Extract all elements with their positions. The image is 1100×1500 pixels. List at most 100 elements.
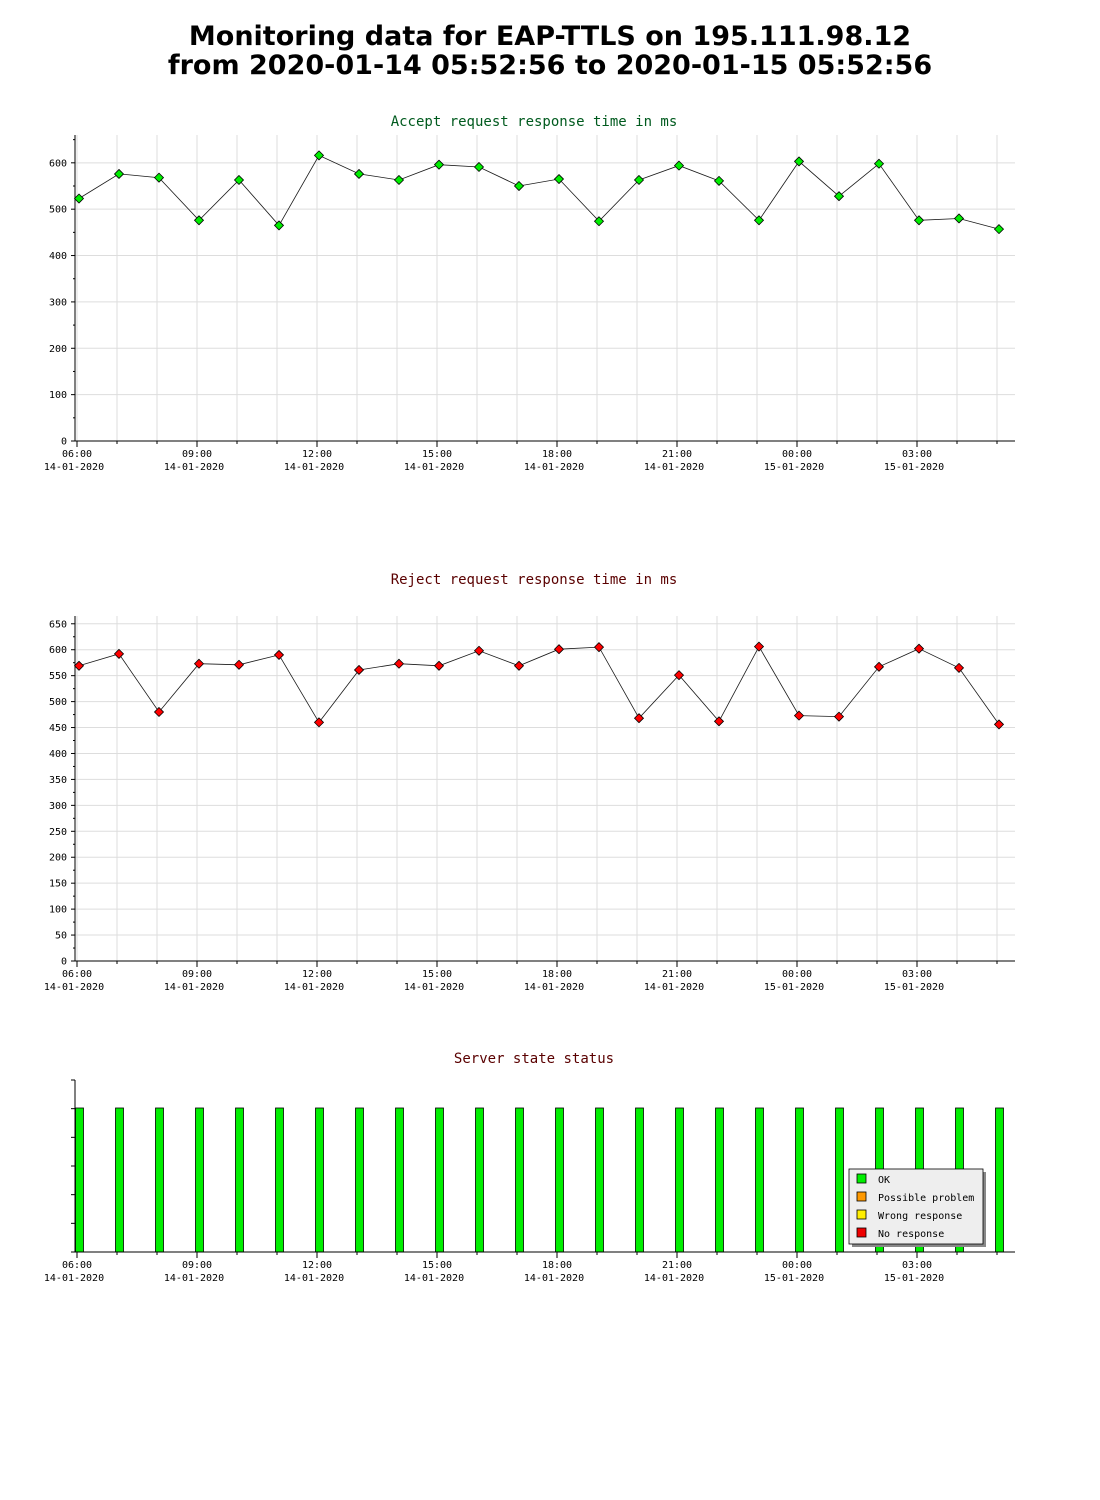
y-tick-label: 0 <box>61 957 67 968</box>
legend-swatch <box>856 1227 867 1238</box>
status-bar <box>755 1107 764 1253</box>
x-tick-label-time: 03:00 <box>902 1260 932 1271</box>
data-point <box>953 662 965 673</box>
data-point <box>593 216 605 227</box>
y-tick-label: 600 <box>49 158 67 169</box>
data-point <box>233 659 245 670</box>
legend-swatch <box>856 1173 867 1184</box>
series-line <box>78 154 1000 230</box>
data-point <box>793 156 805 167</box>
y-tick-label: 200 <box>49 344 67 355</box>
data-point <box>313 150 325 161</box>
data-point <box>993 719 1005 730</box>
data-point <box>873 158 885 169</box>
status-bar <box>635 1107 644 1253</box>
data-point <box>673 160 685 171</box>
y-tick-label: 150 <box>49 879 67 890</box>
y-tick-label: 100 <box>49 390 67 401</box>
data-point <box>713 716 725 727</box>
legend-swatch <box>856 1191 867 1202</box>
status-bar <box>235 1107 244 1253</box>
data-point <box>153 706 165 718</box>
data-point <box>313 717 325 728</box>
x-tick-label-time: 15:00 <box>422 1260 452 1271</box>
x-tick-label-date: 14-01-2020 <box>524 462 584 473</box>
status-bar <box>555 1107 564 1253</box>
status-bar <box>435 1107 444 1253</box>
status-bar <box>355 1107 364 1253</box>
x-tick-label-time: 21:00 <box>662 449 692 460</box>
x-tick-label-time: 09:00 <box>182 1260 212 1271</box>
data-point <box>793 710 805 721</box>
data-point <box>433 660 445 671</box>
x-tick-label-date: 14-01-2020 <box>44 1273 104 1284</box>
data-point <box>913 215 925 226</box>
data-point <box>473 645 485 656</box>
data-point <box>713 175 725 186</box>
data-point <box>113 168 125 180</box>
status-bar <box>595 1107 604 1253</box>
page-title: Monitoring data for EAP-TTLS on 195.111.… <box>0 22 1100 80</box>
status-bar <box>75 1107 84 1253</box>
data-point <box>873 661 885 672</box>
legend-label: No response <box>878 1229 944 1240</box>
x-tick-label-time: 00:00 <box>782 969 812 980</box>
data-point <box>913 643 925 654</box>
x-tick-label-date: 14-01-2020 <box>164 462 224 473</box>
status-bar <box>795 1107 804 1253</box>
x-tick-label-date: 14-01-2020 <box>644 982 704 993</box>
data-point <box>193 215 205 226</box>
data-point <box>233 174 245 186</box>
x-tick-label-time: 21:00 <box>662 1260 692 1271</box>
status-bar <box>315 1107 324 1253</box>
data-point <box>993 224 1005 235</box>
legend-label: Possible problem <box>878 1193 974 1204</box>
data-point <box>113 648 125 659</box>
data-point <box>393 658 405 669</box>
x-tick-label-date: 15-01-2020 <box>884 982 944 993</box>
data-point <box>393 174 405 186</box>
x-tick-label-time: 18:00 <box>542 969 572 980</box>
x-tick-label-date: 14-01-2020 <box>404 982 464 993</box>
x-tick-label-date: 14-01-2020 <box>644 1273 704 1284</box>
x-tick-label-date: 14-01-2020 <box>644 462 704 473</box>
x-tick-label-date: 14-01-2020 <box>44 982 104 993</box>
status-bar <box>675 1107 684 1253</box>
legend-label: Wrong response <box>878 1211 962 1222</box>
data-point <box>153 172 165 183</box>
data-point <box>353 168 365 180</box>
data-point <box>833 191 845 202</box>
status-bar <box>835 1107 844 1253</box>
accept-chart: Accept request response time in ms 0 100 20… <box>44 114 1015 473</box>
x-tick-label-date: 14-01-2020 <box>164 982 224 993</box>
data-point <box>513 660 525 671</box>
y-tick-label: 100 <box>49 905 67 916</box>
x-tick-label-time: 09:00 <box>182 449 212 460</box>
series-line <box>78 645 1000 725</box>
y-tick-label: 300 <box>49 801 67 812</box>
chart-title: Server state status <box>454 1051 614 1067</box>
x-tick-label-time: 03:00 <box>902 449 932 460</box>
status-bar <box>115 1107 124 1253</box>
status-bar <box>195 1107 204 1253</box>
data-point <box>433 159 445 170</box>
x-tick-label-time: 21:00 <box>662 969 692 980</box>
x-tick-label-time: 06:00 <box>62 1260 92 1271</box>
y-tick-label: 300 <box>49 297 67 308</box>
data-point <box>953 213 965 224</box>
y-tick-label: 250 <box>49 827 67 838</box>
x-tick-label-date: 15-01-2020 <box>884 1273 944 1284</box>
x-tick-label-date: 14-01-2020 <box>284 982 344 993</box>
x-tick-label-date: 15-01-2020 <box>884 462 944 473</box>
legend-label: OK <box>878 1175 890 1186</box>
chart-title: Reject request response time in ms <box>391 572 678 588</box>
x-tick-label-time: 18:00 <box>542 449 572 460</box>
x-tick-label-date: 14-01-2020 <box>524 1273 584 1284</box>
y-tick-label: 350 <box>49 775 67 786</box>
reject-chart: Reject request response time in ms 0 50 100… <box>44 572 1015 993</box>
y-tick-label: 400 <box>49 251 67 262</box>
data-point <box>553 644 565 655</box>
x-tick-label-time: 06:00 <box>62 969 92 980</box>
data-point <box>273 649 285 660</box>
